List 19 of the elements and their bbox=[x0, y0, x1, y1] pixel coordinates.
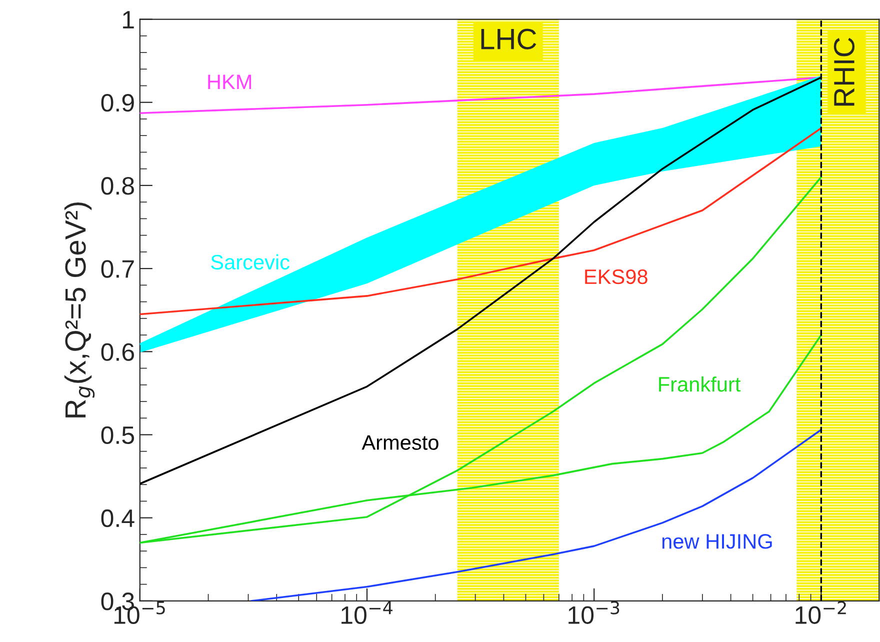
series-label: HKM bbox=[208, 74, 252, 90]
y-tick-label: 0.6 bbox=[101, 343, 134, 361]
y-tick-label: 0.9 bbox=[101, 94, 134, 112]
y-tick-label: 1 bbox=[123, 11, 134, 28]
series-label: Frankfurt bbox=[659, 376, 741, 392]
x-tick-label: 10$^{−2}$ bbox=[796, 601, 846, 624]
y-tick-label: 0.5 bbox=[101, 426, 134, 444]
y-tick-label: 0.8 bbox=[101, 177, 134, 195]
y-tick-label: 0.4 bbox=[101, 509, 134, 528]
series-label: new HIJING bbox=[662, 534, 772, 549]
x-tick-label: 10$^{−4}$ bbox=[342, 601, 392, 624]
text: Armesto bbox=[362, 435, 438, 450]
band-label: LHC bbox=[481, 28, 536, 50]
y-axis-title: R$_{g}$(x,Q²=5 GeV²) bbox=[64, 202, 95, 418]
band-label: RHIC bbox=[834, 38, 855, 106]
y-tick-label: 0.7 bbox=[101, 260, 134, 278]
x-tick-label: 10$^{−3}$ bbox=[568, 601, 620, 624]
series-label: Sarcevic bbox=[211, 254, 290, 270]
series-label: EKS98 bbox=[585, 269, 648, 284]
